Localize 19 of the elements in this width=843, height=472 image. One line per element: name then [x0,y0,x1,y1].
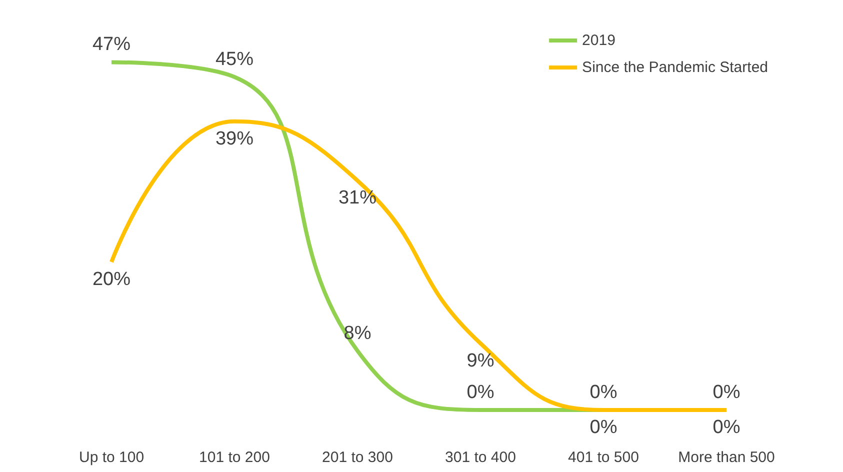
x-tick-label: 301 to 400 [445,449,516,466]
data-label: 0% [712,417,740,438]
data-label: 0% [590,417,618,438]
data-label: 31% [338,188,377,209]
x-tick-label: More than 500 [678,449,775,466]
data-label: 47% [92,34,131,56]
data-label: 9% [466,350,494,372]
data-label: 45% [215,49,254,70]
data-label: 0% [466,382,494,403]
x-tick-label: 201 to 300 [322,449,393,466]
data-label: 20% [92,269,131,290]
legend-label: 2019 [582,32,616,49]
data-label: 0% [712,382,740,403]
data-label: 39% [215,128,254,150]
x-tick-label: 401 to 500 [568,449,639,466]
x-tick-label: 101 to 200 [199,449,270,466]
legend-label: Since the Pandemic Started [582,59,768,76]
x-tick-label: Up to 100 [78,449,144,466]
data-label: 0% [590,382,618,403]
